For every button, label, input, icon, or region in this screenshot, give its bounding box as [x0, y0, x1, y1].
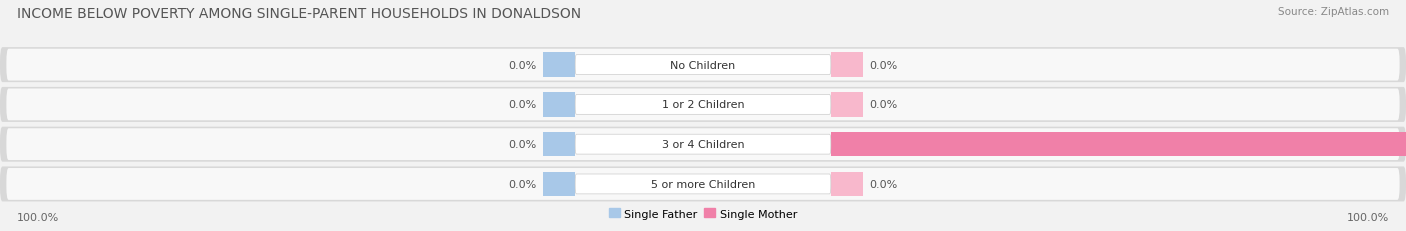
FancyBboxPatch shape	[0, 88, 1406, 122]
Text: 5 or more Children: 5 or more Children	[651, 179, 755, 189]
Bar	[543, 132, 575, 157]
Text: 0.0%: 0.0%	[509, 140, 537, 149]
FancyBboxPatch shape	[575, 55, 831, 75]
Text: 0.0%: 0.0%	[509, 60, 537, 70]
FancyBboxPatch shape	[575, 174, 831, 194]
Bar	[831, 53, 863, 78]
Text: 100.0%: 100.0%	[17, 212, 59, 222]
FancyBboxPatch shape	[575, 135, 831, 155]
FancyBboxPatch shape	[7, 129, 1399, 160]
Text: INCOME BELOW POVERTY AMONG SINGLE-PARENT HOUSEHOLDS IN DONALDSON: INCOME BELOW POVERTY AMONG SINGLE-PARENT…	[17, 7, 581, 21]
Text: 0.0%: 0.0%	[869, 100, 897, 110]
FancyBboxPatch shape	[7, 49, 1399, 81]
Bar	[831, 93, 863, 117]
Text: 100.0%: 100.0%	[1347, 212, 1389, 222]
FancyBboxPatch shape	[0, 127, 1406, 162]
Legend: Single Father, Single Mother: Single Father, Single Mother	[605, 204, 801, 223]
Text: 0.0%: 0.0%	[869, 179, 897, 189]
Bar	[543, 53, 575, 78]
Text: 0.0%: 0.0%	[509, 100, 537, 110]
Text: 0.0%: 0.0%	[509, 179, 537, 189]
FancyBboxPatch shape	[575, 95, 831, 115]
Bar	[543, 172, 575, 196]
FancyBboxPatch shape	[7, 168, 1399, 200]
Text: 0.0%: 0.0%	[869, 60, 897, 70]
Text: 3 or 4 Children: 3 or 4 Children	[662, 140, 744, 149]
Bar	[831, 172, 863, 196]
Bar	[831, 132, 1406, 157]
FancyBboxPatch shape	[7, 89, 1399, 121]
Bar	[543, 93, 575, 117]
Text: No Children: No Children	[671, 60, 735, 70]
Text: Source: ZipAtlas.com: Source: ZipAtlas.com	[1278, 7, 1389, 17]
FancyBboxPatch shape	[0, 167, 1406, 202]
Text: 1 or 2 Children: 1 or 2 Children	[662, 100, 744, 110]
FancyBboxPatch shape	[0, 48, 1406, 83]
